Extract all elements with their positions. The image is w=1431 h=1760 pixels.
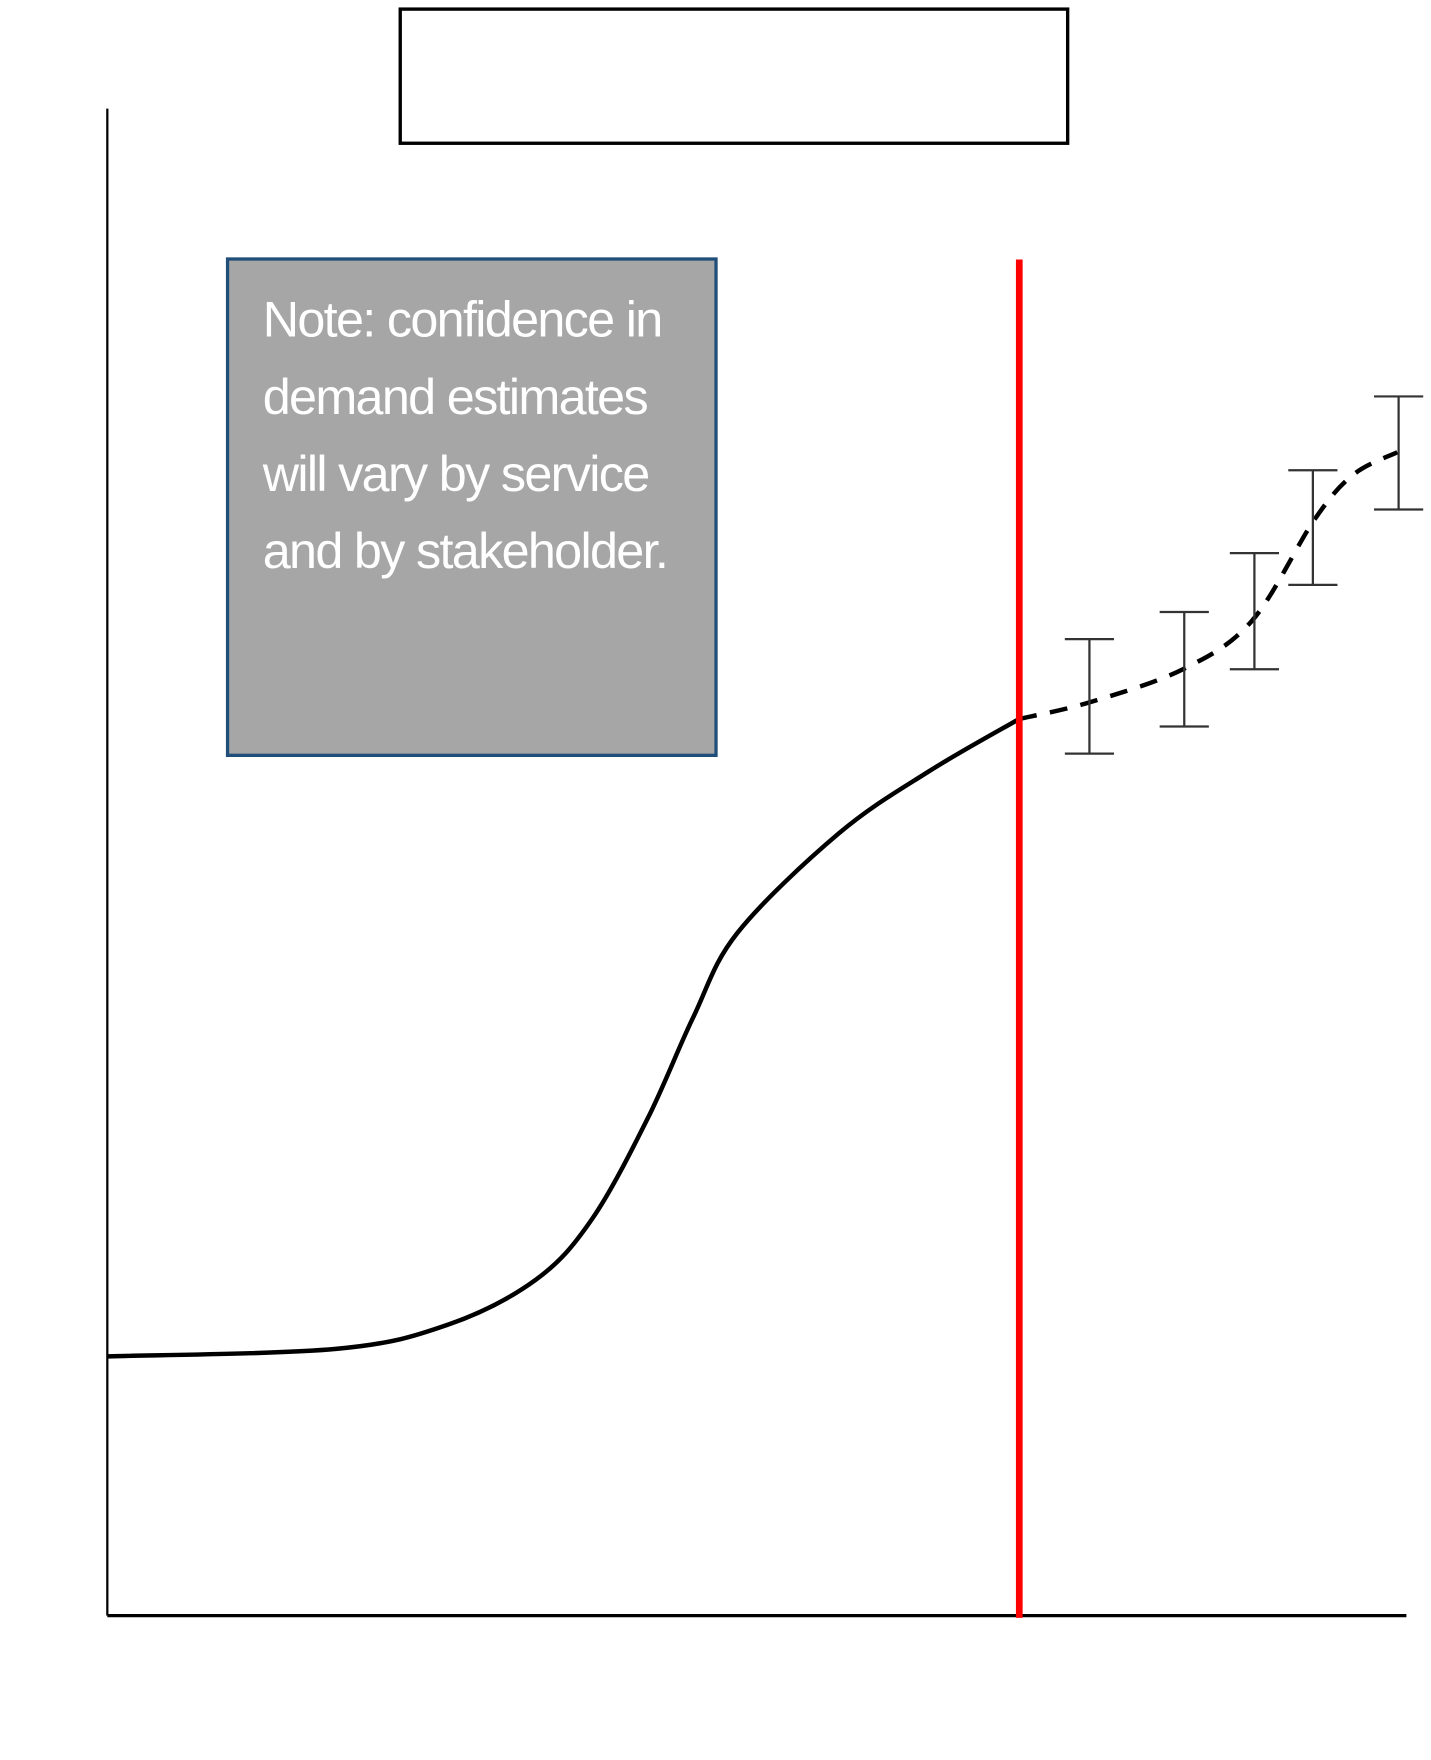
series-line-solid — [107, 717, 1021, 1359]
series-line-dashed — [1018, 450, 1399, 722]
title-box — [398, 7, 1070, 145]
note-box: Note: confidence in demand estimates wil… — [225, 257, 718, 758]
note-text: Note: confidence in demand estimates wil… — [225, 257, 718, 758]
